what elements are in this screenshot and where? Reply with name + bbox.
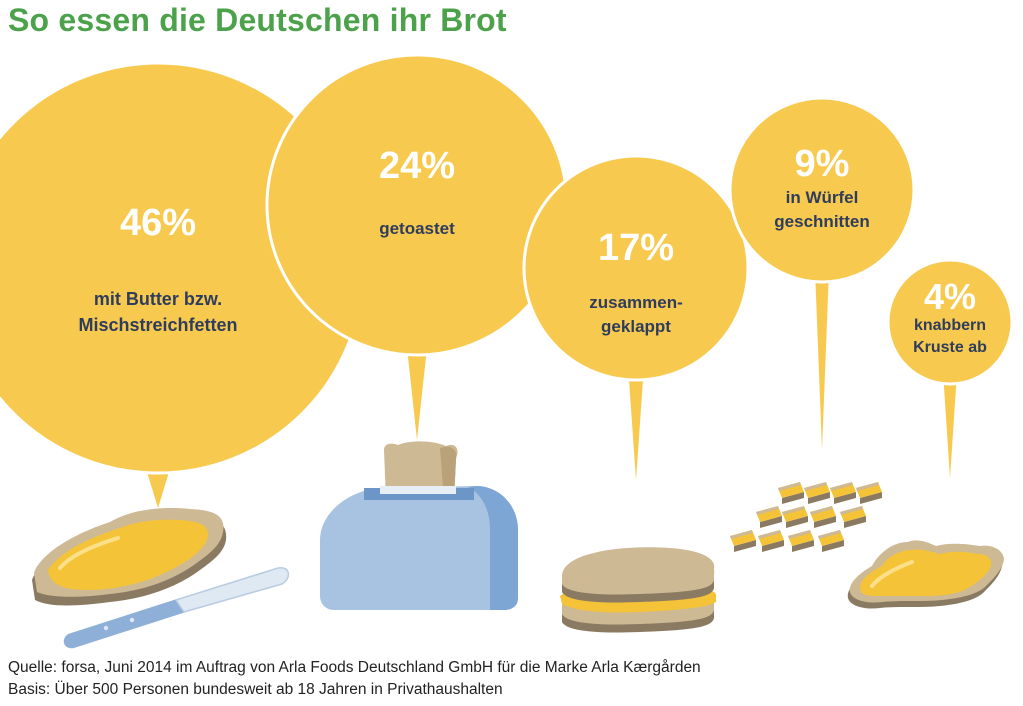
bubble-category-label: knabbern [914,317,986,334]
bubble-circle [886,258,1014,386]
bubble-17: 17% zusammen-geklappt [522,154,750,480]
nibbled-bread-icon [847,540,1004,609]
bubble-pointer [815,270,829,450]
source-line: Quelle: forsa, Juni 2014 im Auftrag von … [8,659,701,676]
bubble-value-label: 17% [598,227,674,269]
page-title: So essen die Deutschen ihr Brot [8,2,507,38]
bubble-4: 4%knabbern Kruste ab [886,258,1014,478]
bubble-category-label: Kruste ab [913,339,987,356]
bubble-category-label: mit Butter bzw. [94,289,222,309]
bubble-pointer [406,343,428,440]
bubble-circle [265,53,569,357]
bubble-value-label: 24% [379,145,455,187]
basis-line: Basis: Über 500 Personen bundesweit ab 1… [8,681,503,698]
bubble-category-label: zusammen- [589,293,683,312]
buttered-bread-icon [32,508,227,606]
bubble-category-label: geschnitten [774,212,869,231]
bubble-category-label: Mischstreichfetten [78,315,237,335]
bubble-category-label: geklappt [601,317,671,336]
source-note: Quelle: forsa, Juni 2014 im Auftrag von … [8,657,701,701]
bubble-pointer [943,372,957,478]
sandwich-icon [560,547,716,633]
bubble-circle [728,96,916,284]
bubble-category-label: in Würfel [786,188,859,207]
bubble-value-label: 46% [120,202,196,244]
toaster-icon [320,441,518,610]
bubble-24: 24% getoastet [265,53,569,440]
bread-cubes-icon [730,482,882,552]
bubble-value-label: 4% [924,276,976,317]
bubble-circle [522,154,750,382]
knife-icon [63,567,290,649]
bubble-category-label: getoastet [379,219,455,238]
bubble-pointer [628,368,644,480]
bubble-value-label: 9% [795,143,850,185]
bubble-9: 9% in Würfel geschnitten [728,96,916,450]
